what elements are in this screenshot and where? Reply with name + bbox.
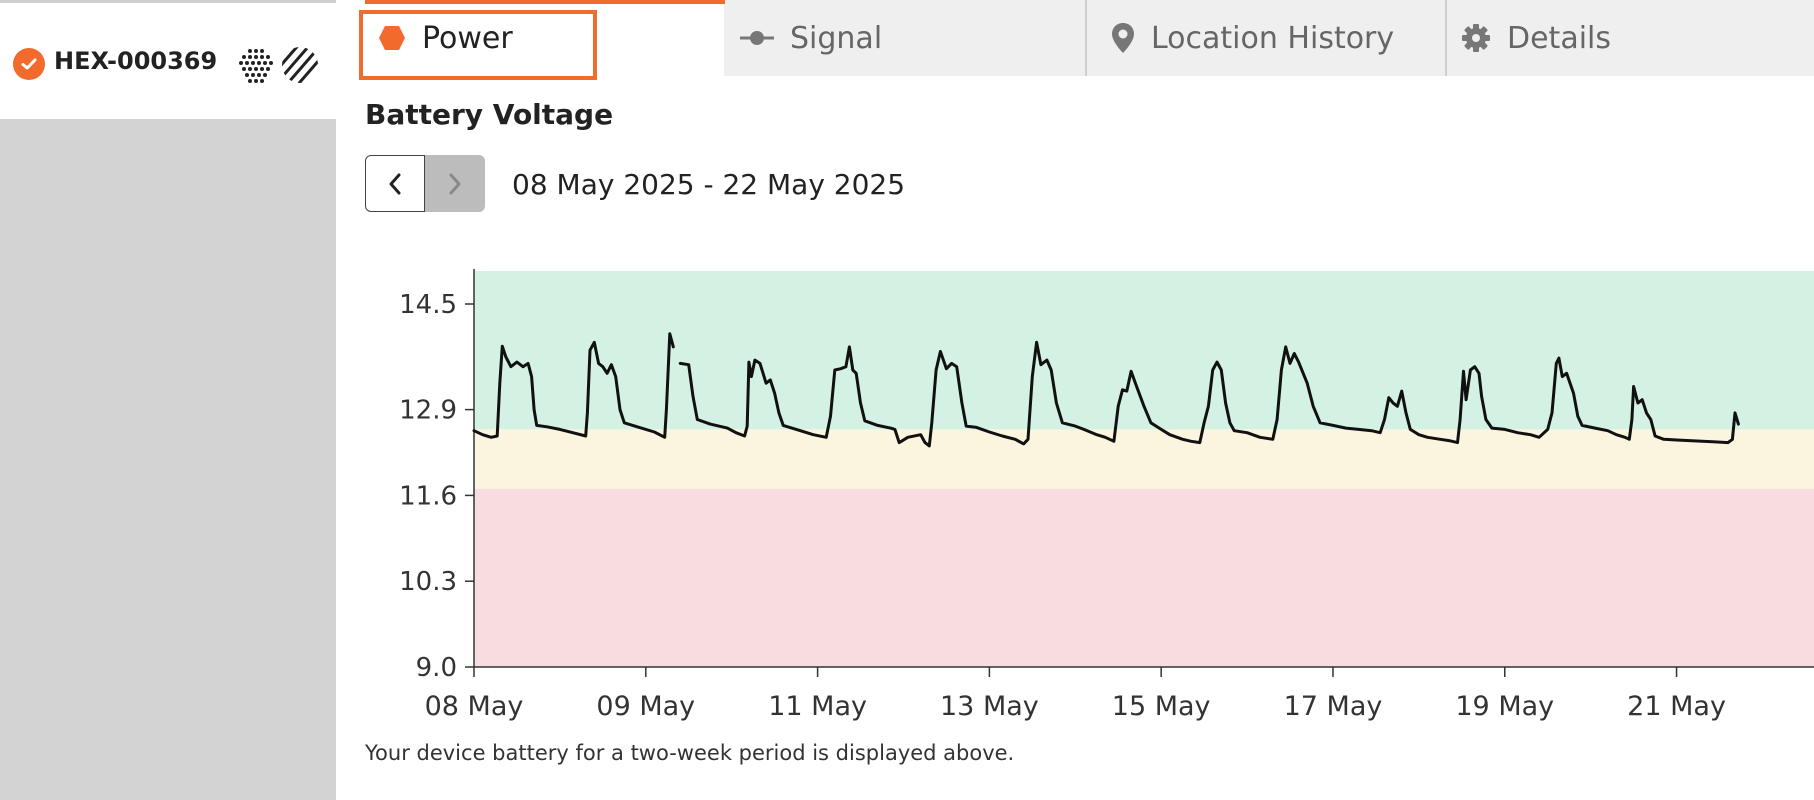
tab-power[interactable]: Power [336,0,724,76]
chevron-left-icon [389,173,401,194]
y-tick-label: 11.6 [399,481,457,511]
threshold-band [474,488,1814,667]
tab-signal[interactable]: Signal [724,0,1085,76]
voltage-line [472,332,675,439]
battery-voltage-chart: 14.5 12.9 11.6 10.3 9.0 08 May 09 May 11 May 13 … [399,269,1814,722]
x-tick-label: 09 May [596,691,695,722]
chart-caption: Your device battery for a two-week perio… [365,741,1015,765]
x-tick-label: 08 May [425,691,524,722]
tab-label: Details [1507,20,1612,56]
next-period-button[interactable] [425,155,485,212]
x-tick-label: 15 May [1112,691,1211,722]
divider [0,0,336,3]
divider [1085,0,1087,76]
x-tick-label: 13 May [940,691,1039,722]
tab-details[interactable]: Details [1447,0,1814,76]
tab-label: Location History [1151,20,1395,56]
chevron-right-icon [449,173,461,194]
stripe-pattern-icon [282,47,318,83]
left-panel [0,0,336,800]
dot-pattern-icon [239,49,273,83]
check-circle-icon [13,48,45,80]
date-range-label: 08 May 2025 - 22 May 2025 [512,168,906,201]
y-tick-label: 12.9 [399,396,457,426]
hexagon-icon [378,25,406,51]
voltage-line [678,340,1740,448]
y-tick-label: 9.0 [416,653,457,683]
device-id: HEX-000369 [54,47,218,75]
map-pin-icon [1111,22,1135,54]
x-tick-label: 17 May [1284,691,1383,722]
x-tick-label: 19 May [1455,691,1554,722]
prev-period-button[interactable] [365,155,425,212]
active-tab-indicator [365,0,725,4]
section-title: Battery Voltage [365,98,614,131]
tab-label: Signal [790,20,883,56]
x-tick-label: 21 May [1627,691,1726,722]
y-tick-label: 10.3 [399,567,457,597]
signal-node-icon [740,28,774,48]
x-tick-label: 11 May [768,691,867,722]
tab-label: Power [422,20,513,56]
gear-icon [1461,23,1491,53]
tab-location-history[interactable]: Location History [1087,0,1445,76]
threshold-band [474,429,1814,489]
divider [1445,0,1447,76]
y-tick-label: 14.5 [399,290,457,320]
device-card[interactable]: HEX-000369 [0,3,336,119]
